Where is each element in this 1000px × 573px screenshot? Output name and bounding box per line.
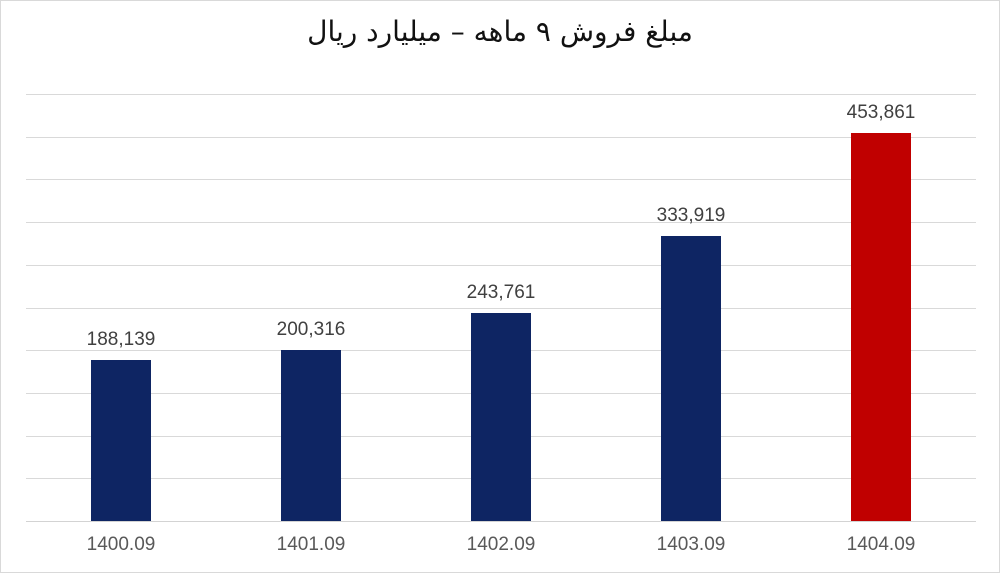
value-label-1401.09: 200,316: [276, 318, 346, 340]
category-label-1402.09: 1402.09: [466, 534, 536, 555]
category-label-1403.09: 1403.09: [656, 534, 726, 555]
gridline: [26, 136, 976, 138]
value-label-1404.09: 453,861: [846, 102, 916, 124]
gridline: [26, 264, 976, 266]
gridline: [26, 94, 976, 95]
category-label-1404.09: 1404.09: [846, 534, 916, 555]
chart-title: مبلغ فروش ۹ ماهه – میلیارد ریال: [307, 15, 693, 48]
bar-1403.09: [661, 235, 721, 521]
gridline: [26, 307, 976, 309]
bar-1400.09: [91, 360, 151, 521]
x-axis: 1400.09 1401.09 1402.09 1403.09 1404.09: [26, 534, 976, 562]
x-axis-line: [26, 521, 976, 522]
category-label-1400.09: 1400.09: [86, 534, 156, 555]
category-label-1401.09: 1401.09: [276, 534, 346, 555]
value-label-1402.09: 243,761: [466, 281, 536, 303]
plot-area: 188,139 200,316 243,761 333,919 453,861: [26, 94, 976, 522]
gridline: [26, 179, 976, 181]
bar-1401.09: [281, 349, 341, 521]
value-label-1403.09: 333,919: [656, 204, 726, 226]
bar-1404.09: [851, 133, 911, 521]
value-label-1400.09: 188,139: [86, 329, 156, 351]
bar-1402.09: [471, 312, 531, 521]
gridline: [26, 222, 976, 224]
